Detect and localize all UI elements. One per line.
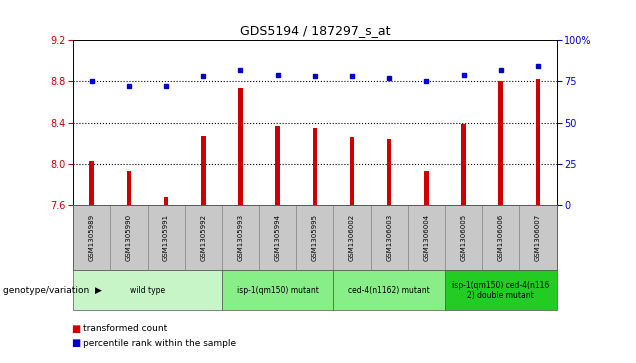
Bar xyxy=(238,89,243,205)
Bar xyxy=(127,171,131,205)
Bar xyxy=(499,81,503,205)
Bar xyxy=(461,123,466,205)
Text: GSM1305993: GSM1305993 xyxy=(237,214,244,261)
Title: GDS5194 / 187297_s_at: GDS5194 / 187297_s_at xyxy=(240,24,390,37)
Bar xyxy=(90,161,94,205)
Text: ■: ■ xyxy=(71,323,81,334)
Text: GSM1305992: GSM1305992 xyxy=(200,214,206,261)
Text: GSM1306006: GSM1306006 xyxy=(498,214,504,261)
Text: GSM1306004: GSM1306004 xyxy=(424,214,429,261)
Text: percentile rank within the sample: percentile rank within the sample xyxy=(83,339,236,347)
Bar xyxy=(350,137,354,205)
Text: wild type: wild type xyxy=(130,286,165,295)
Text: GSM1306002: GSM1306002 xyxy=(349,214,355,261)
Text: GSM1305994: GSM1305994 xyxy=(275,214,280,261)
Text: GSM1305990: GSM1305990 xyxy=(126,214,132,261)
Text: GSM1306005: GSM1306005 xyxy=(460,214,467,261)
Text: GSM1306003: GSM1306003 xyxy=(386,214,392,261)
Text: ced-4(n1162) mutant: ced-4(n1162) mutant xyxy=(349,286,430,295)
Text: GSM1305991: GSM1305991 xyxy=(163,214,169,261)
Text: genotype/variation  ▶: genotype/variation ▶ xyxy=(3,286,102,295)
Bar xyxy=(387,139,391,205)
Text: GSM1305989: GSM1305989 xyxy=(89,214,95,261)
Text: ■: ■ xyxy=(71,338,81,348)
Bar xyxy=(201,136,205,205)
Bar xyxy=(275,126,280,205)
Text: transformed count: transformed count xyxy=(83,324,167,333)
Text: GSM1305995: GSM1305995 xyxy=(312,214,318,261)
Text: GSM1306007: GSM1306007 xyxy=(535,214,541,261)
Bar xyxy=(164,197,169,205)
Text: isp-1(qm150) mutant: isp-1(qm150) mutant xyxy=(237,286,319,295)
Bar xyxy=(424,171,429,205)
Text: isp-1(qm150) ced-4(n116
2) double mutant: isp-1(qm150) ced-4(n116 2) double mutant xyxy=(452,281,550,300)
Bar xyxy=(536,79,540,205)
Bar xyxy=(312,128,317,205)
